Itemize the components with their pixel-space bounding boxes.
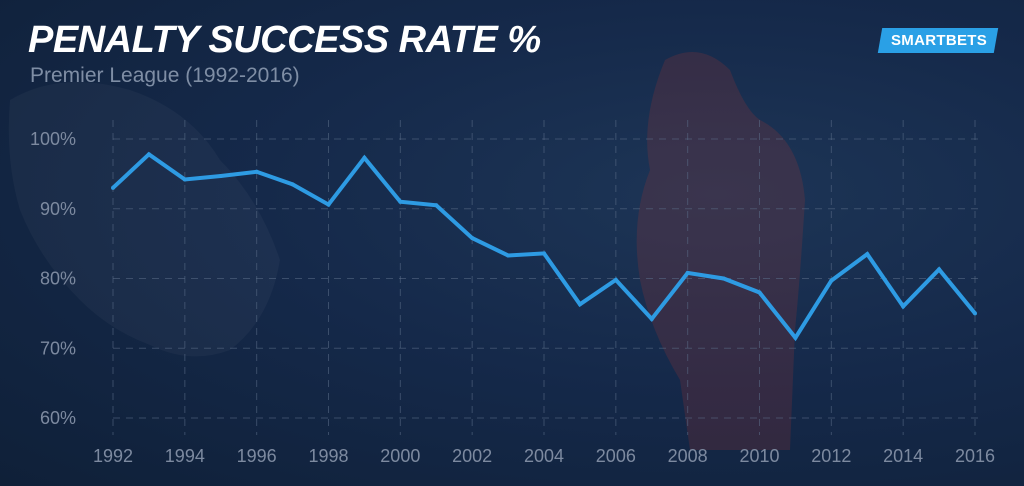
data-point	[937, 267, 942, 272]
data-point	[829, 278, 834, 283]
data-point	[434, 203, 439, 208]
x-tick-label: 2014	[883, 446, 923, 466]
x-tick-label: 1992	[93, 446, 133, 466]
y-tick-label: 90%	[40, 199, 76, 219]
x-tick-label: 2006	[596, 446, 636, 466]
logo-text: SMARTBETS	[890, 32, 987, 49]
data-point	[290, 182, 295, 187]
y-tick-label: 100%	[30, 129, 76, 149]
data-point	[613, 277, 618, 282]
background-decoration	[9, 52, 805, 450]
data-point	[685, 270, 690, 275]
x-tick-label: 1994	[165, 446, 205, 466]
data-point	[542, 251, 546, 256]
x-tick-label: 2002	[452, 446, 492, 466]
series-layer	[111, 151, 977, 342]
data-point	[182, 177, 187, 182]
x-tick-label: 2000	[380, 446, 420, 466]
x-tick-label: 2008	[668, 446, 708, 466]
lion-silhouette	[9, 82, 280, 356]
smartbets-logo: SMARTBETS	[877, 28, 999, 53]
data-point	[577, 302, 582, 307]
data-point	[111, 185, 115, 190]
x-axis: 1992 1994 1996 1998 2000 2002 2004 2006 2008 2010…	[93, 446, 995, 466]
data-point	[146, 152, 151, 157]
data-point	[398, 199, 403, 204]
data-point	[865, 252, 870, 257]
chart-subtitle: Premier League (1992-2016)	[30, 64, 300, 87]
page-title: PENALTY SUCCESS RATE %	[28, 19, 541, 61]
data-point	[793, 335, 798, 340]
x-tick-label: 1998	[308, 446, 348, 466]
data-point	[973, 311, 977, 316]
data-point	[757, 290, 762, 295]
data-point	[901, 304, 906, 309]
y-tick-label: 70%	[40, 338, 76, 358]
x-tick-label: 1996	[237, 446, 277, 466]
player-silhouette	[636, 52, 805, 450]
x-tick-label: 2010	[739, 446, 779, 466]
y-tick-label: 60%	[40, 408, 76, 428]
x-tick-label: 2004	[524, 446, 564, 466]
x-tick-label: 2016	[955, 446, 995, 466]
data-point	[721, 276, 726, 281]
y-axis: 100% 90% 80% 70% 60%	[30, 129, 76, 428]
x-tick-label: 2012	[811, 446, 851, 466]
data-point	[362, 155, 367, 160]
data-point	[326, 202, 331, 207]
data-point	[506, 253, 511, 258]
data-point	[254, 169, 259, 174]
y-tick-label: 80%	[40, 269, 76, 289]
data-point	[649, 316, 654, 321]
data-point	[470, 236, 475, 241]
data-point	[218, 173, 223, 178]
